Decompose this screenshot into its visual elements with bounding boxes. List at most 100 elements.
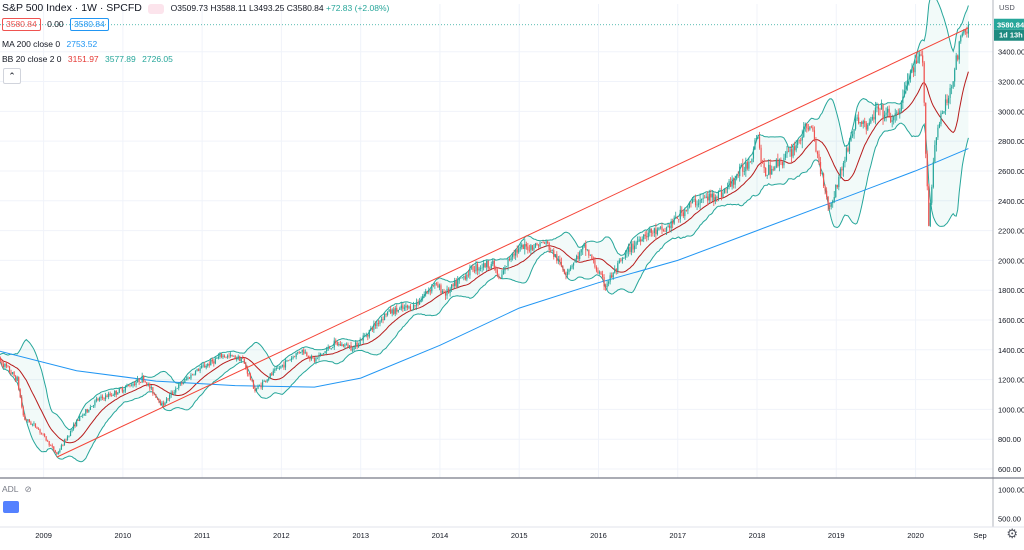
buy-price-box[interactable]: 3580.84 xyxy=(70,18,109,31)
candle-body xyxy=(496,270,498,277)
trendline[interactable] xyxy=(0,24,993,458)
symbol-title[interactable]: S&P 500 Index · 1W · SPCFD xyxy=(2,2,142,14)
candle-body xyxy=(336,342,338,345)
trendline-segment[interactable] xyxy=(56,27,969,458)
candle-body xyxy=(364,335,366,336)
legend-ma-row[interactable]: MA 200 close 0 2753.52 xyxy=(2,38,97,50)
candle-body xyxy=(341,344,343,346)
candle-body xyxy=(466,274,468,280)
ma-indicator-value: 2753.52 xyxy=(66,39,98,49)
candle-body xyxy=(681,209,683,213)
candle-body xyxy=(400,305,402,309)
candle-body xyxy=(626,251,628,254)
candle-body xyxy=(967,24,969,34)
candle-body xyxy=(59,449,61,453)
candle-body xyxy=(5,363,8,367)
time-axis[interactable]: 2009 2010 2011 2012 2013 2014 2015 2016 2017 2018… xyxy=(35,531,986,540)
candle-body xyxy=(926,153,928,187)
candle-body xyxy=(164,402,166,406)
candle-body xyxy=(371,327,373,330)
candle-body xyxy=(187,377,189,380)
candle-body xyxy=(178,384,180,389)
candle-body xyxy=(938,123,941,128)
candle-body xyxy=(839,169,841,178)
candle-body xyxy=(841,169,843,171)
candle-body xyxy=(321,353,323,355)
candle-body xyxy=(126,385,128,388)
candle-body xyxy=(484,263,486,267)
grid xyxy=(0,4,993,478)
candle-body xyxy=(30,422,32,425)
candle-body xyxy=(106,395,108,398)
candle-body xyxy=(322,353,325,354)
currency-label[interactable]: USD xyxy=(999,3,1015,12)
candle-body xyxy=(184,379,186,383)
candle-body xyxy=(832,200,834,204)
candle-body xyxy=(307,355,309,358)
candle-body xyxy=(173,392,175,394)
candle-body xyxy=(393,309,395,314)
candle-body xyxy=(760,147,762,163)
candle-body xyxy=(888,108,890,116)
candle-body xyxy=(193,374,195,376)
candle-body xyxy=(278,367,280,369)
candle-body xyxy=(155,394,157,398)
candle-body xyxy=(329,347,331,349)
candle-body xyxy=(530,245,532,251)
candle-body xyxy=(524,244,526,250)
candle-body xyxy=(50,445,52,446)
candle-body xyxy=(326,349,328,352)
candle-body xyxy=(781,161,784,166)
ma-200-line xyxy=(0,148,969,388)
candle-body xyxy=(271,373,273,375)
candle-body xyxy=(97,398,99,401)
candle-body xyxy=(963,29,965,34)
candle-body xyxy=(848,140,851,152)
candle-body xyxy=(27,419,29,421)
candle-body xyxy=(447,289,450,294)
flag-icon[interactable] xyxy=(148,3,165,14)
candle-body xyxy=(900,103,902,111)
candle-body xyxy=(583,244,585,247)
candle-body xyxy=(51,445,53,447)
candle-body xyxy=(880,104,883,110)
candle-body xyxy=(28,419,30,423)
candle-body xyxy=(263,380,265,382)
candle-body xyxy=(661,226,663,231)
candle-body xyxy=(396,308,398,312)
candle-body xyxy=(249,374,252,380)
candle-body xyxy=(873,116,875,120)
candle-body xyxy=(609,275,611,282)
candle-body xyxy=(882,104,884,119)
collapse-legend-button[interactable]: ⌃ xyxy=(3,68,21,84)
candle-body xyxy=(912,67,915,73)
candle-body xyxy=(553,250,555,257)
price-axis[interactable]: 600.00 800.00 1000.00 1200.00 1400.00 1600.00… xyxy=(992,0,1024,527)
candle-body xyxy=(877,106,880,110)
candle-body xyxy=(951,87,953,89)
candles[interactable] xyxy=(0,21,969,456)
candle-body xyxy=(708,193,710,201)
adl-label: ADL ⊘ xyxy=(2,484,32,495)
eye-off-icon[interactable]: ⊘ xyxy=(24,484,32,494)
candle-body xyxy=(415,302,418,306)
candle-body xyxy=(146,382,148,386)
candle-body xyxy=(290,358,293,360)
candle-body xyxy=(202,365,204,367)
candle-body xyxy=(777,159,779,167)
sell-price-box[interactable]: 3580.84 xyxy=(2,18,41,31)
legend-bb-row[interactable]: BB 20 close 2 0 3151.97 3577.89 2726.05 xyxy=(2,53,173,65)
candle-body xyxy=(769,164,771,175)
candle-body xyxy=(118,388,120,393)
candle-body xyxy=(954,69,956,82)
candle-body xyxy=(243,359,245,364)
candle-body xyxy=(868,122,870,125)
candle-body xyxy=(829,205,831,207)
price-tick-label: 1000.00 xyxy=(998,405,1024,414)
candle-body xyxy=(231,354,233,357)
candle-body xyxy=(515,249,517,256)
candle-body xyxy=(537,245,540,247)
gear-icon[interactable]: ⚙ xyxy=(1006,526,1018,541)
